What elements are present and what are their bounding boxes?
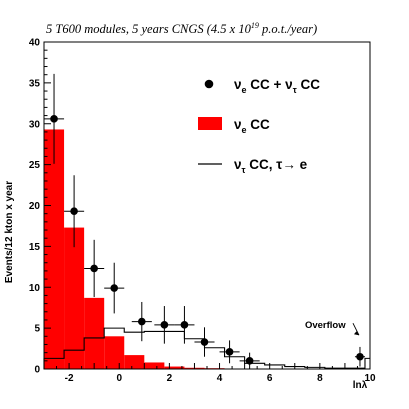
x-tick-label: 6	[267, 373, 273, 384]
point-marker	[110, 284, 119, 292]
x-tick-label: -2	[65, 373, 74, 384]
ve-cc-histogram	[44, 129, 265, 369]
fill-bar-0	[44, 129, 65, 369]
data-point-2	[84, 239, 105, 298]
legend-line-label: ντ CC, τ→ e	[234, 157, 308, 175]
axis-ticks	[43, 41, 371, 370]
data-point-1	[64, 175, 85, 248]
point-marker	[90, 264, 98, 273]
y-tick-label: 35	[29, 78, 41, 89]
y-tick-label: 20	[29, 201, 41, 212]
y-tick-label: 0	[34, 365, 40, 376]
data-point-10	[354, 346, 365, 367]
data-points	[44, 73, 365, 369]
x-tick-label: 2	[167, 373, 173, 384]
legend-points-label: νe CC + ντ CC	[234, 77, 320, 95]
overflow-arrow-head	[353, 331, 359, 336]
point-marker	[356, 352, 364, 361]
x-tick-label: 4	[217, 373, 223, 384]
overflow-label: Overflow	[305, 320, 346, 331]
data-point-4	[131, 301, 152, 342]
y-tick-label: 25	[29, 160, 41, 171]
legend-points-marker	[204, 79, 214, 89]
data-point-0	[44, 73, 65, 164]
legend-fill-label: νe CC	[234, 117, 270, 135]
fill-bar-3	[104, 336, 125, 369]
x-tick-label: 0	[116, 373, 122, 384]
data-point-3	[104, 262, 125, 314]
fill-bar-1	[64, 227, 85, 369]
overflow-arrow-line	[352, 323, 360, 336]
x-axis-label: lnλ	[353, 380, 368, 391]
data-point-5	[154, 306, 175, 344]
fill-bar-6	[164, 366, 185, 369]
y-tick-label: 10	[29, 283, 41, 294]
y-tick-label: 40	[29, 38, 41, 49]
point-marker	[138, 317, 146, 326]
y-tick-label: 30	[29, 119, 41, 130]
data-point-8	[219, 340, 240, 364]
chart-title: 5 T600 modules, 5 years CNGS (4.5 x 1019…	[46, 21, 317, 36]
legend: νe CC + ντ CC νe CC ντ CC, τ→ e	[198, 77, 320, 175]
point-marker	[180, 321, 189, 329]
y-tick-label: 5	[34, 324, 40, 335]
x-tick-label: 10	[364, 373, 376, 384]
tick-labels: -2 0 2 4 6 8 10 0 5 10 15 20 25 30 35 40	[29, 38, 376, 385]
annotations: Overflow	[305, 320, 360, 336]
point-marker	[50, 115, 58, 123]
fill-bar-2	[84, 297, 105, 369]
data-point-9	[239, 352, 260, 369]
data-point-6	[174, 306, 195, 344]
legend-fill-swatch	[198, 117, 222, 130]
y-axis-label: Events/12 kton x year	[4, 181, 15, 283]
point-marker	[245, 357, 254, 365]
fill-bar-5	[144, 362, 165, 369]
x-tick-label: 8	[317, 373, 323, 384]
point-marker	[200, 338, 209, 346]
point-marker	[225, 348, 234, 356]
data-point-7	[194, 327, 215, 357]
point-marker	[160, 321, 169, 329]
y-tick-label: 15	[29, 242, 41, 253]
point-marker	[70, 207, 78, 216]
fill-bar-4	[124, 355, 145, 369]
